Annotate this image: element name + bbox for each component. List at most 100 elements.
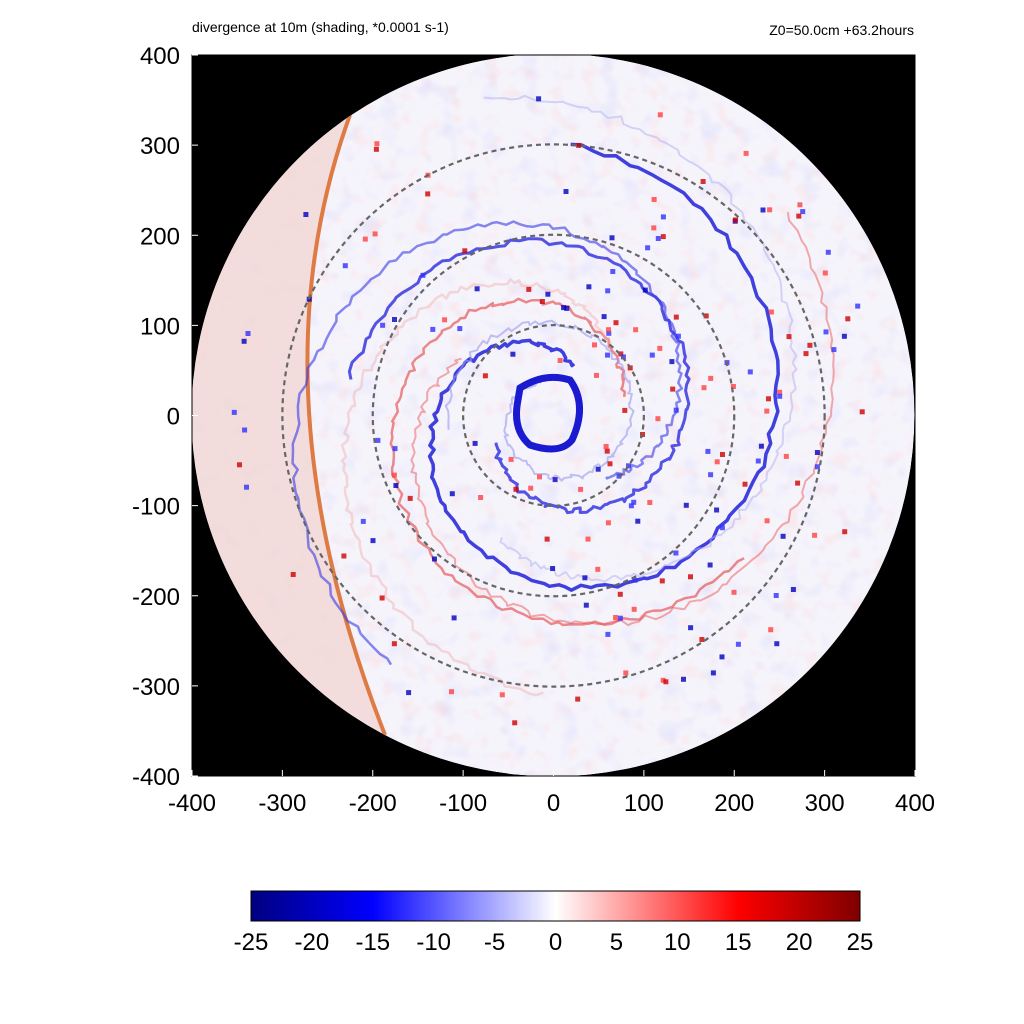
cell-mark	[859, 409, 865, 415]
cell-mark	[575, 696, 581, 702]
cell-mark	[576, 142, 582, 148]
cell-mark	[442, 317, 448, 323]
x-tick-label: 300	[805, 790, 845, 817]
cell-mark	[657, 345, 663, 351]
y-tick-label: -300	[132, 674, 180, 701]
cell-mark	[244, 484, 249, 490]
y-tick-label: -400	[132, 764, 180, 791]
cell-mark	[482, 373, 488, 379]
spiral-bands	[291, 94, 835, 697]
cell-mark	[660, 234, 666, 240]
x-tick-label: 0	[547, 790, 560, 817]
cell-mark	[796, 213, 802, 219]
colorbar-tick-label: 10	[664, 929, 691, 956]
cell-mark	[845, 316, 851, 322]
cell-mark	[719, 525, 725, 531]
cell-mark	[700, 179, 706, 184]
x-axis: -400 -300 -200 -100 0 100 200 300 400	[168, 770, 935, 817]
cell-mark	[755, 458, 761, 464]
convergence-band	[291, 220, 684, 666]
cell-mark	[499, 692, 505, 698]
cell-mark	[655, 236, 661, 241]
cell-mark	[601, 314, 607, 320]
cell-mark	[539, 299, 545, 304]
cell-mark	[380, 322, 386, 328]
cell-mark	[606, 330, 612, 336]
x-tick-label: -300	[258, 790, 306, 817]
y-tick-label: 200	[140, 223, 180, 250]
chart-title: divergence at 10m (shading, *0.0001 s-1)	[192, 19, 449, 35]
convergence-band	[427, 142, 780, 592]
cell-mark	[609, 235, 615, 241]
colorbar-tick-label: -25	[234, 929, 269, 956]
cell-mark	[449, 491, 455, 497]
x-tick-label: -200	[349, 790, 397, 817]
cell-mark	[660, 677, 666, 683]
cell-mark	[622, 407, 628, 413]
cell-mark	[673, 407, 679, 413]
cell-mark	[649, 352, 655, 358]
colorbar-tick-label: -10	[416, 929, 451, 956]
cell-mark	[360, 518, 366, 524]
cell-mark	[550, 566, 556, 571]
cell-mark	[430, 326, 436, 332]
cell-mark	[777, 393, 783, 399]
cell-mark	[595, 566, 601, 572]
cell-mark	[657, 112, 663, 118]
cell-mark	[768, 309, 774, 315]
cell-mark	[720, 452, 725, 457]
cell-mark	[760, 207, 766, 213]
cell-mark	[508, 456, 514, 462]
cell-mark	[605, 352, 610, 358]
cell-mark	[803, 351, 809, 357]
cell-mark	[730, 384, 736, 389]
convergence-band	[347, 237, 691, 515]
convective-cells	[231, 96, 865, 726]
cell-mark	[632, 577, 638, 583]
divergence-band	[410, 212, 835, 627]
cell-mark	[731, 589, 737, 595]
colorbar-tick-label: 20	[786, 929, 813, 956]
cell-mark	[607, 461, 613, 467]
outer-band	[483, 94, 798, 584]
cell-mark	[407, 495, 413, 501]
cell-mark	[536, 96, 542, 102]
cell-mark	[478, 495, 484, 500]
cell-mark	[783, 453, 789, 459]
cell-mark	[245, 331, 251, 336]
cell-mark	[768, 627, 774, 633]
cell-mark	[613, 320, 619, 326]
colorbar-ticks: -25 -20 -15 -10 -5 0 5 10 15 20 25	[234, 929, 874, 956]
y-tick-label: 300	[140, 133, 180, 160]
cell-mark	[841, 333, 847, 339]
cell-mark	[620, 354, 626, 360]
cell-mark	[774, 641, 780, 647]
cell-mark	[552, 477, 558, 483]
cell-mark	[688, 574, 693, 580]
cell-mark	[237, 462, 242, 468]
cell-mark	[241, 338, 247, 344]
cell-mark	[391, 472, 397, 478]
chart-subtitle: Z0=50.0cm +63.2hours	[769, 22, 914, 38]
cell-mark	[375, 437, 381, 443]
cell-mark	[628, 503, 634, 509]
colorbar-tick-label: -5	[484, 929, 505, 956]
cell-mark	[605, 288, 611, 294]
cell-mark	[605, 631, 611, 637]
cell-mark	[303, 212, 309, 217]
divergence-band	[389, 297, 745, 627]
cell-mark	[780, 533, 786, 539]
cell-mark	[645, 245, 651, 251]
cell-mark	[373, 146, 379, 152]
cell-mark	[825, 249, 831, 255]
cell-mark	[616, 473, 622, 479]
cell-mark	[797, 202, 803, 208]
cell-mark	[732, 217, 738, 223]
cell-mark	[391, 641, 397, 647]
western-boundary-front	[305, 114, 387, 736]
cell-mark	[595, 466, 601, 472]
x-tick-label: -400	[168, 790, 216, 817]
cell-mark	[362, 236, 368, 242]
cell-mark	[823, 329, 829, 335]
